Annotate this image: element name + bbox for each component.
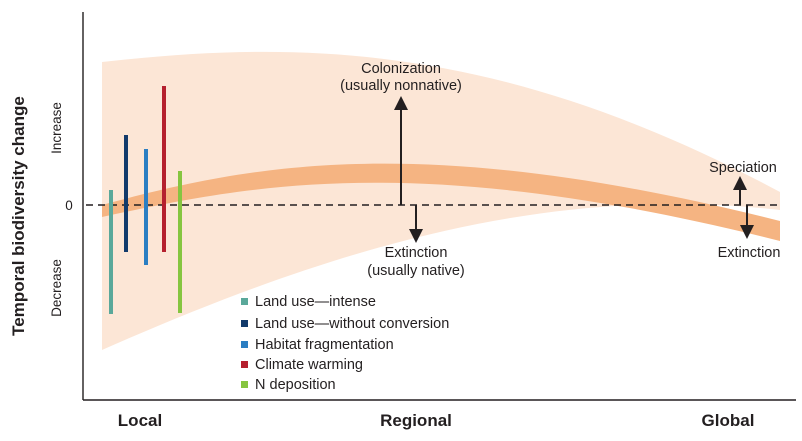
extinction-regional-sublabel: (usually native)	[367, 263, 465, 279]
legend-swatch	[241, 320, 248, 327]
legend: Land use—intense Land use—without conver…	[241, 294, 449, 393]
y-tick-decrease: Decrease	[49, 259, 64, 317]
outer-variability-band	[102, 51, 780, 350]
legend-item-habitat-fragmentation: Habitat fragmentation	[241, 337, 394, 353]
y-tick-increase: Increase	[49, 102, 64, 154]
legend-label: Land use—without conversion	[255, 316, 449, 332]
legend-swatch	[241, 298, 248, 305]
legend-label: Climate warming	[255, 357, 363, 373]
colonization-label: Colonization	[361, 61, 441, 77]
legend-item-n-deposition: N deposition	[241, 377, 336, 393]
legend-item-land-use-without-conversion: Land use—without conversion	[241, 316, 449, 332]
legend-label: N deposition	[255, 377, 336, 393]
mean-change-band	[102, 163, 780, 241]
legend-item-land-use-intense: Land use—intense	[241, 294, 376, 310]
legend-swatch	[241, 381, 248, 388]
legend-item-climate-warming: Climate warming	[241, 357, 363, 373]
y-axis-label: Temporal biodiversity change	[9, 96, 28, 336]
legend-label: Habitat fragmentation	[255, 337, 394, 353]
x-category-global: Global	[702, 411, 755, 430]
extinction-global-label: Extinction	[718, 245, 781, 261]
legend-swatch	[241, 361, 248, 368]
legend-swatch	[241, 341, 248, 348]
colonization-sublabel: (usually nonnative)	[340, 78, 462, 94]
x-category-local: Local	[118, 411, 162, 430]
y-tick-zero: 0	[65, 198, 73, 213]
legend-label: Land use—intense	[255, 294, 376, 310]
speciation-label: Speciation	[709, 160, 777, 176]
x-category-regional: Regional	[380, 411, 452, 430]
extinction-regional-label: Extinction	[385, 245, 448, 261]
